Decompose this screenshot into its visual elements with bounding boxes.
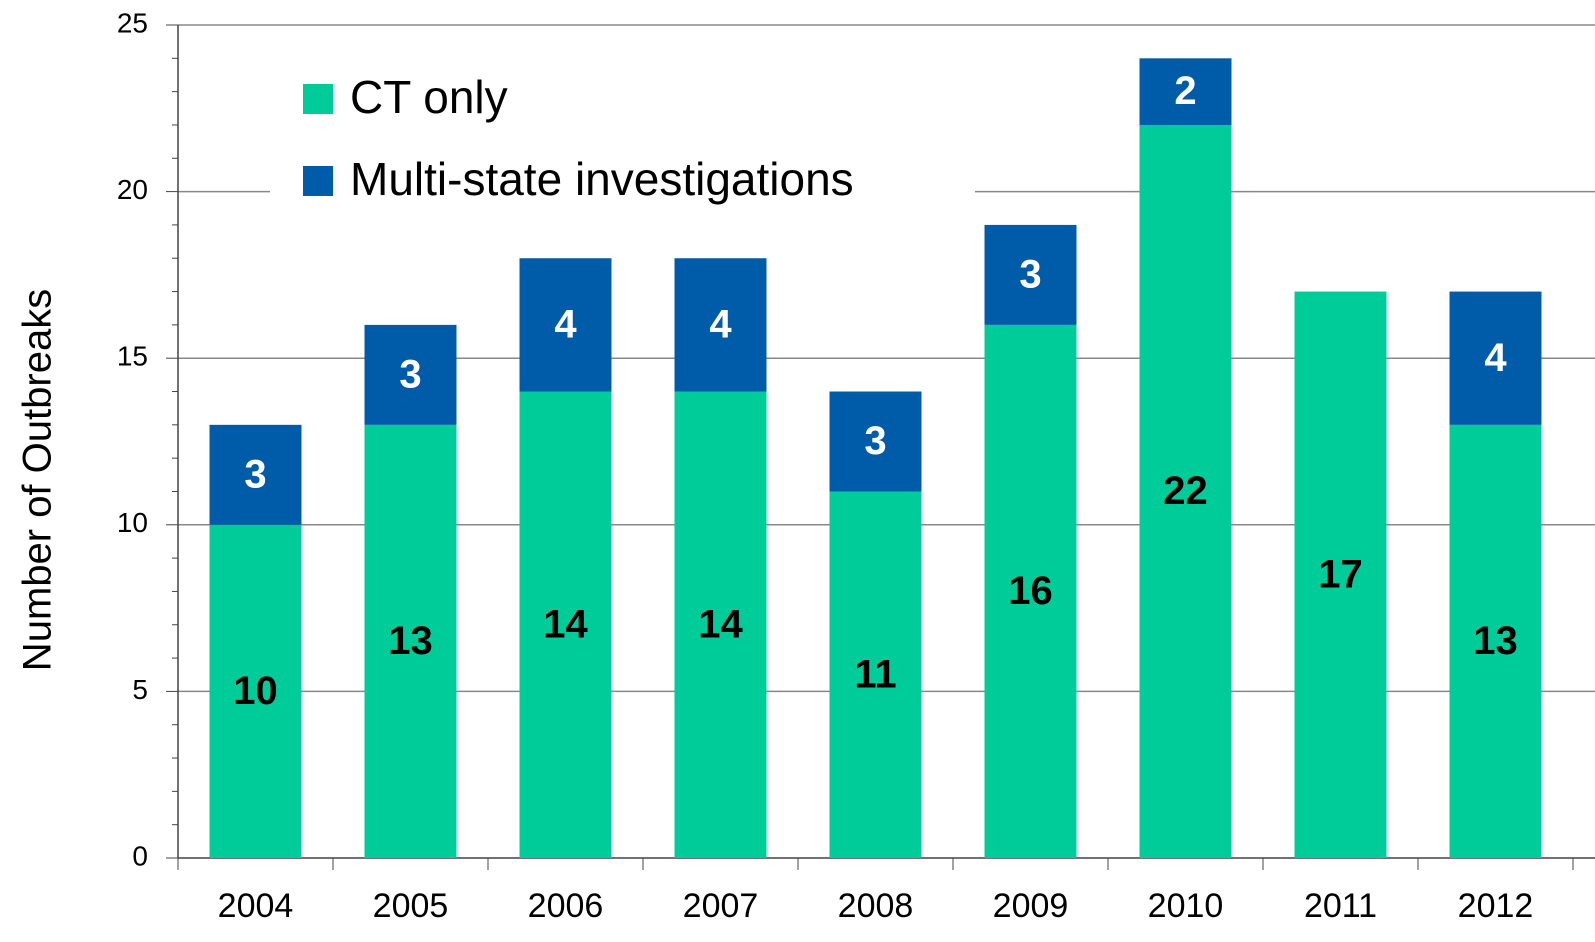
bar-segment — [829, 491, 922, 858]
data-label: 3 — [864, 419, 886, 463]
data-label: 14 — [698, 602, 743, 646]
legend-swatch — [303, 166, 333, 196]
y-tick-label: 0 — [132, 840, 148, 871]
y-tick-label: 15 — [117, 341, 148, 372]
bar-segment — [1449, 291, 1542, 425]
y-tick-label: 20 — [117, 174, 148, 205]
bar-segment — [1294, 291, 1387, 858]
bar-segment — [984, 224, 1077, 325]
data-label: 4 — [554, 302, 577, 346]
legend-label: Multi-state investigations — [350, 153, 854, 205]
y-axis-label: Number of Outbreaks — [16, 289, 60, 671]
x-tick-label: 2007 — [683, 887, 759, 925]
x-tick-label: 2009 — [993, 887, 1069, 925]
data-label: 2 — [1174, 69, 1196, 113]
data-label: 4 — [1484, 336, 1507, 380]
y-tick-label: 10 — [117, 507, 148, 538]
bar-segment — [674, 258, 767, 392]
bar-segment — [1139, 58, 1232, 125]
bar-segment — [829, 391, 922, 492]
bar-segment — [674, 391, 767, 858]
data-label: 3 — [244, 452, 266, 496]
x-tick-label: 2011 — [1304, 887, 1377, 925]
x-tick-label: 2006 — [528, 887, 604, 925]
legend-box — [270, 60, 975, 218]
data-label: 13 — [388, 619, 433, 663]
bar-segment — [364, 324, 457, 425]
bar-segment — [364, 424, 457, 858]
legend-swatch — [303, 84, 333, 114]
data-label: 22 — [1163, 469, 1208, 513]
data-label: 3 — [399, 352, 421, 396]
bar-segment — [209, 524, 302, 858]
data-label: 10 — [233, 669, 278, 713]
x-tick-label: 2012 — [1458, 887, 1534, 925]
legend-label: CT only — [350, 71, 508, 123]
y-tick-label: 5 — [132, 674, 148, 705]
data-label: 4 — [709, 302, 732, 346]
data-label: 3 — [1019, 252, 1041, 296]
data-label: 14 — [543, 602, 588, 646]
bar-segment — [519, 258, 612, 392]
x-tick-label: 2004 — [218, 887, 294, 925]
data-label: 13 — [1473, 619, 1518, 663]
x-tick-label: 2010 — [1148, 887, 1224, 925]
data-label: 11 — [854, 652, 896, 696]
y-tick-label: 25 — [117, 7, 148, 38]
bar-segment — [519, 391, 612, 858]
x-tick-label: 2005 — [373, 887, 449, 925]
data-label: 16 — [1008, 569, 1053, 613]
x-tick-label: 2008 — [838, 887, 914, 925]
bar-segment — [209, 424, 302, 525]
data-label: 17 — [1318, 552, 1363, 596]
bar-segment — [1449, 424, 1542, 858]
bar-segment — [984, 324, 1077, 858]
bar-segment — [1139, 124, 1232, 858]
